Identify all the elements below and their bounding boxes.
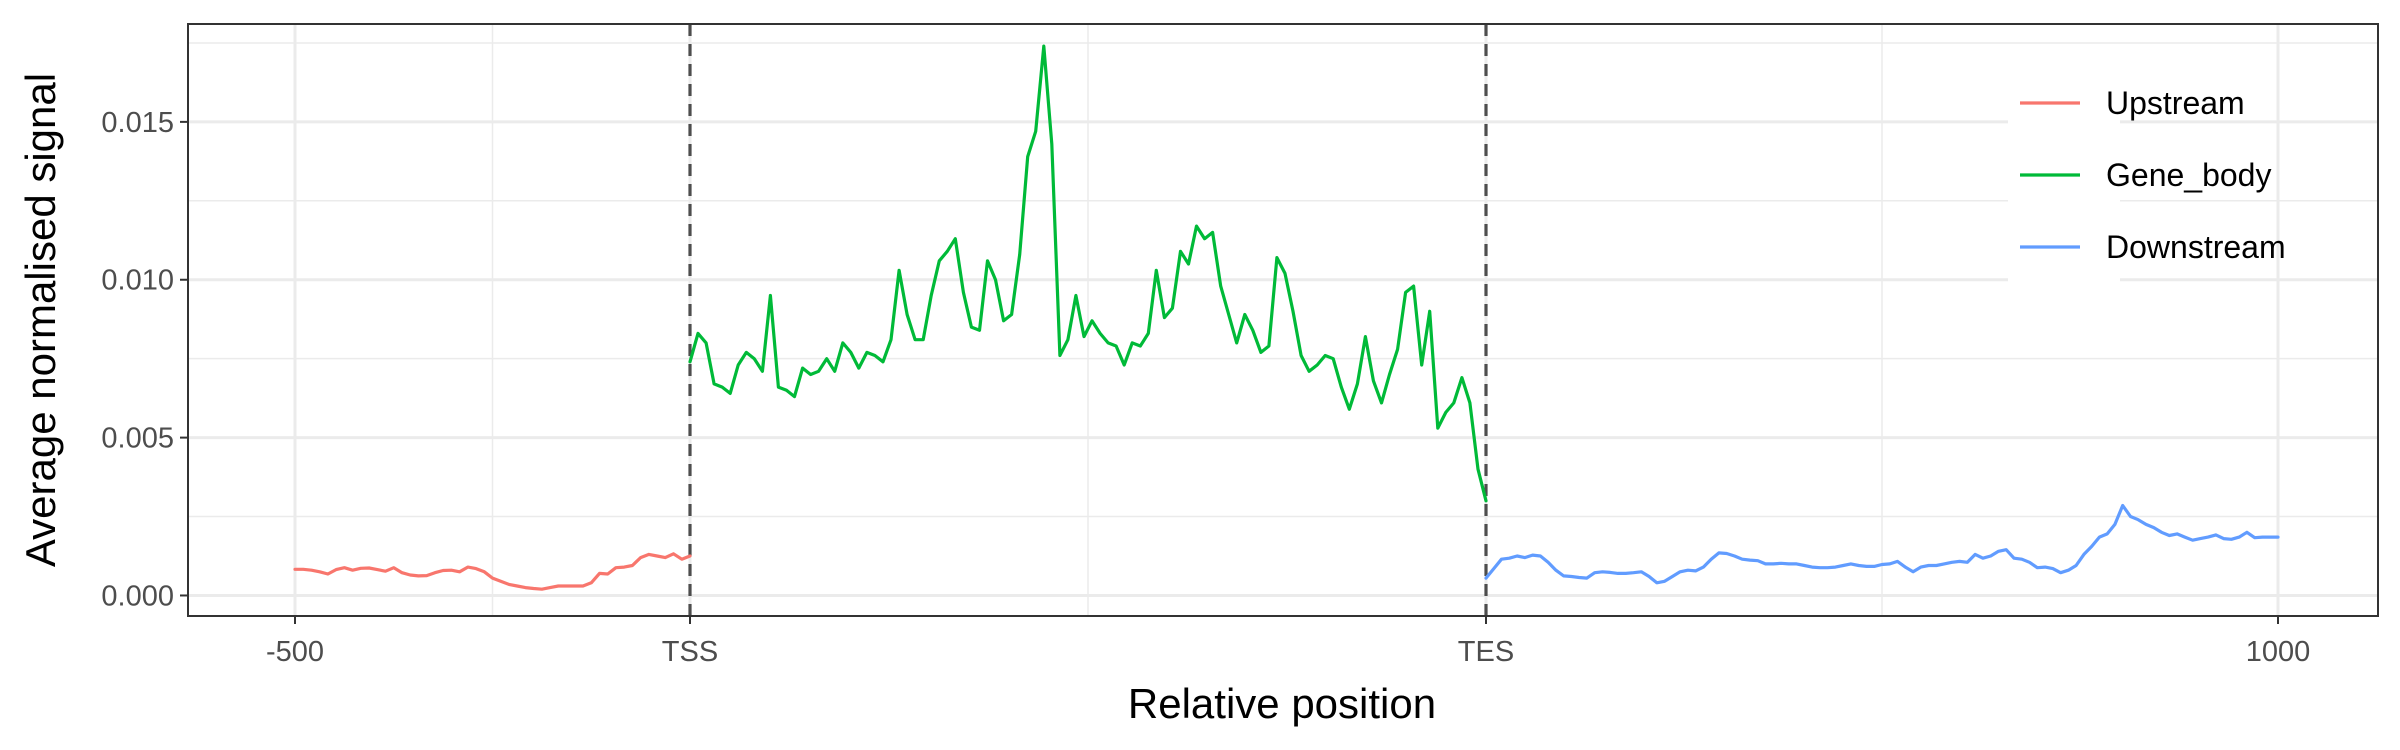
- axis-ticks: 0.000 0.005 0.010 0.015 -500 TSS TES 1000: [101, 107, 2310, 668]
- series-line-upstream: [293, 552, 692, 591]
- legend: Upstream Gene_body Downstream: [2008, 75, 2286, 305]
- panel-border: [187, 23, 2379, 617]
- series-line-downstream: [1484, 503, 2280, 585]
- series-lines: [293, 44, 2280, 591]
- x-axis-title: Relative position: [1128, 680, 1436, 727]
- x-tick-label: TSS: [662, 636, 718, 668]
- legend-label-downstream: Downstream: [2106, 229, 2286, 265]
- y-tick-label: 0.015: [101, 107, 174, 139]
- x-tick-label: 1000: [2246, 636, 2311, 668]
- y-tick-label: 0.005: [101, 423, 174, 455]
- legend-label-gene-body: Gene_body: [2106, 157, 2271, 193]
- y-tick-label: 0.010: [101, 265, 174, 297]
- legend-label-upstream: Upstream: [2106, 85, 2245, 121]
- legend-background: [2008, 75, 2120, 305]
- y-tick-label: 0.000: [101, 580, 174, 612]
- y-axis-title: Average normalised signal: [17, 73, 64, 567]
- series-line-gene-body: [688, 44, 1488, 503]
- x-tick-label: -500: [266, 636, 324, 668]
- x-tick-label: TES: [1458, 636, 1514, 668]
